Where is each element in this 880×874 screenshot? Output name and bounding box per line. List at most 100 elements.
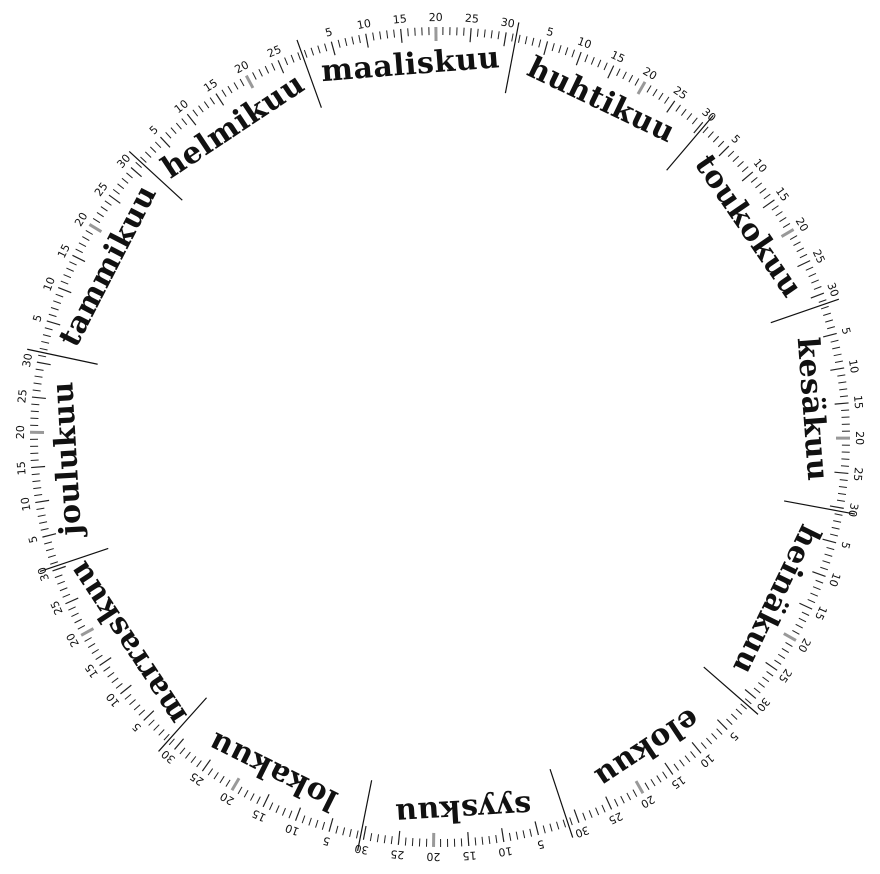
day-tick [96, 212, 104, 218]
day-tick [490, 30, 493, 39]
day-tick [60, 280, 69, 285]
day-tick [369, 833, 373, 842]
day-tick [839, 388, 848, 391]
day-number-label: 25 [265, 43, 283, 60]
day-tick [227, 85, 233, 94]
month-divider [158, 697, 207, 752]
day-tick [771, 205, 779, 211]
day-tick [616, 68, 621, 77]
month-label-5: kesäkuu [790, 336, 836, 482]
day-tick [33, 382, 42, 385]
day-tick [716, 719, 728, 731]
day-number-label: 5 [324, 25, 334, 39]
day-tick [664, 762, 674, 775]
month-label-3: huhtikuu [522, 50, 681, 150]
day-tick [46, 320, 61, 326]
day-tick [558, 45, 562, 54]
day-tick [294, 807, 302, 821]
day-tick [215, 93, 225, 106]
day-tick [365, 33, 369, 48]
day-tick [179, 747, 186, 755]
day-tick [99, 657, 112, 666]
day-tick [32, 480, 41, 483]
day-tick [351, 36, 355, 45]
day-tick [355, 830, 359, 839]
day-tick [269, 802, 274, 811]
day-number-label: 15 [55, 242, 73, 260]
day-number-label: 30 [845, 502, 860, 518]
day-tick [801, 611, 810, 616]
day-tick [741, 166, 749, 173]
day-tick [50, 561, 59, 565]
day-tick [542, 825, 546, 834]
day-tick [820, 566, 829, 571]
day-tick [271, 62, 276, 71]
day-number-label: 10 [826, 571, 843, 589]
day-tick [834, 402, 849, 405]
day-number-label: 10 [497, 844, 513, 859]
day-number-label: 30 [573, 823, 591, 840]
day-number-label: 5 [729, 132, 743, 146]
day-tick [376, 834, 380, 843]
day-tick [590, 56, 595, 65]
day-tick [693, 121, 704, 134]
day-number-label: 25 [187, 769, 206, 788]
day-tick [393, 29, 396, 38]
day-tick [793, 241, 801, 247]
month-label-8: syyskuu [394, 788, 532, 831]
day-tick [584, 54, 589, 63]
day-tick [55, 293, 64, 298]
day-tick [538, 39, 542, 48]
highlight-day-tick [636, 81, 647, 95]
day-tick [829, 533, 838, 537]
day-tick [838, 381, 847, 384]
day-tick [275, 805, 280, 813]
day-number-label: 5 [727, 729, 741, 743]
day-tick [818, 299, 827, 303]
day-number-label: 5 [536, 837, 546, 851]
day-tick [501, 828, 505, 843]
day-tick [181, 118, 188, 126]
day-tick [785, 642, 793, 647]
day-tick [777, 653, 786, 659]
day-tick [675, 104, 681, 112]
day-tick [44, 327, 53, 331]
day-tick [750, 176, 758, 183]
day-tick [796, 247, 805, 253]
day-tick [797, 260, 811, 268]
day-tick [474, 837, 477, 846]
day-tick [297, 52, 301, 61]
day-tick [337, 39, 341, 48]
month-label-0: tammikuu [52, 179, 164, 352]
day-number-label: 10 [576, 35, 594, 52]
day-tick [582, 812, 587, 821]
day-tick [68, 606, 76, 611]
day-number-label: 20 [853, 431, 866, 445]
day-tick [264, 65, 270, 74]
day-tick [732, 155, 740, 163]
day-tick [34, 493, 43, 497]
day-tick [397, 830, 401, 845]
day-tick [834, 513, 843, 516]
day-tick [831, 526, 840, 530]
day-tick [781, 647, 789, 654]
day-number-label: 30 [159, 747, 178, 766]
day-tick [72, 254, 86, 263]
day-tick [522, 830, 526, 839]
day-number-label: 10 [697, 751, 716, 770]
day-tick [824, 553, 833, 557]
day-tick [744, 689, 757, 699]
day-number-label: 30 [35, 565, 52, 582]
day-tick [190, 756, 197, 764]
day-tick [753, 687, 761, 694]
day-tick [837, 492, 847, 495]
day-number-label: 30 [824, 281, 841, 299]
day-tick [564, 47, 569, 56]
day-tick [711, 733, 718, 740]
day-tick [62, 593, 71, 598]
day-tick [706, 737, 713, 745]
day-tick [658, 92, 664, 100]
day-tick [798, 617, 807, 623]
day-tick [823, 332, 837, 338]
day-tick [662, 771, 668, 779]
